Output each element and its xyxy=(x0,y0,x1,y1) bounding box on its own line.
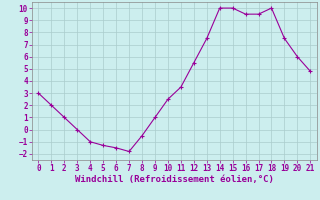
X-axis label: Windchill (Refroidissement éolien,°C): Windchill (Refroidissement éolien,°C) xyxy=(75,175,274,184)
